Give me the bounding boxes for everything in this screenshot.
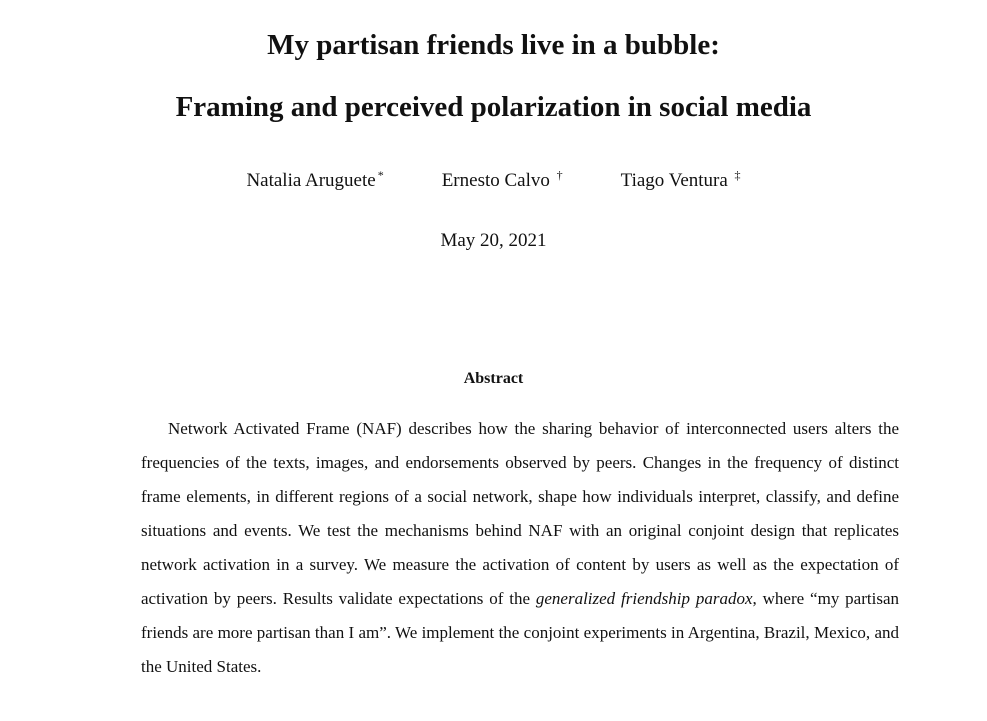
author-name: Natalia Aruguete xyxy=(246,170,376,191)
author-1: Natalia Aruguete * xyxy=(246,168,383,194)
author-footnote-mark: ‡ xyxy=(734,167,741,182)
author-name: Tiago Ventura xyxy=(620,170,728,191)
author-footnote-mark: * xyxy=(377,167,384,182)
title-line-1: My partisan friends live in a bubble: xyxy=(267,29,720,61)
title-line-2: Framing and perceived polarization in so… xyxy=(175,91,812,123)
publication-date: May 20, 2021 xyxy=(440,230,547,251)
author-name: Ernesto Calvo xyxy=(441,170,550,191)
abstract-emphasis: generalized friendship paradox xyxy=(535,589,753,608)
abstract-heading: Abstract xyxy=(463,370,524,387)
abstract-text-part-1: Network Activated Frame (NAF) describes … xyxy=(141,419,899,608)
abstract-text-part-2: , where “my partisan friends are more pa… xyxy=(141,589,899,676)
author-list: Natalia Aruguete * Ernesto Calvo † Tiago … xyxy=(0,168,987,194)
author-2: Ernesto Calvo † xyxy=(442,168,563,194)
author-footnote-mark: † xyxy=(556,167,563,182)
author-3: Tiago Ventura ‡ xyxy=(621,168,741,194)
abstract-body: Network Activated Frame (NAF) describes … xyxy=(141,412,899,684)
